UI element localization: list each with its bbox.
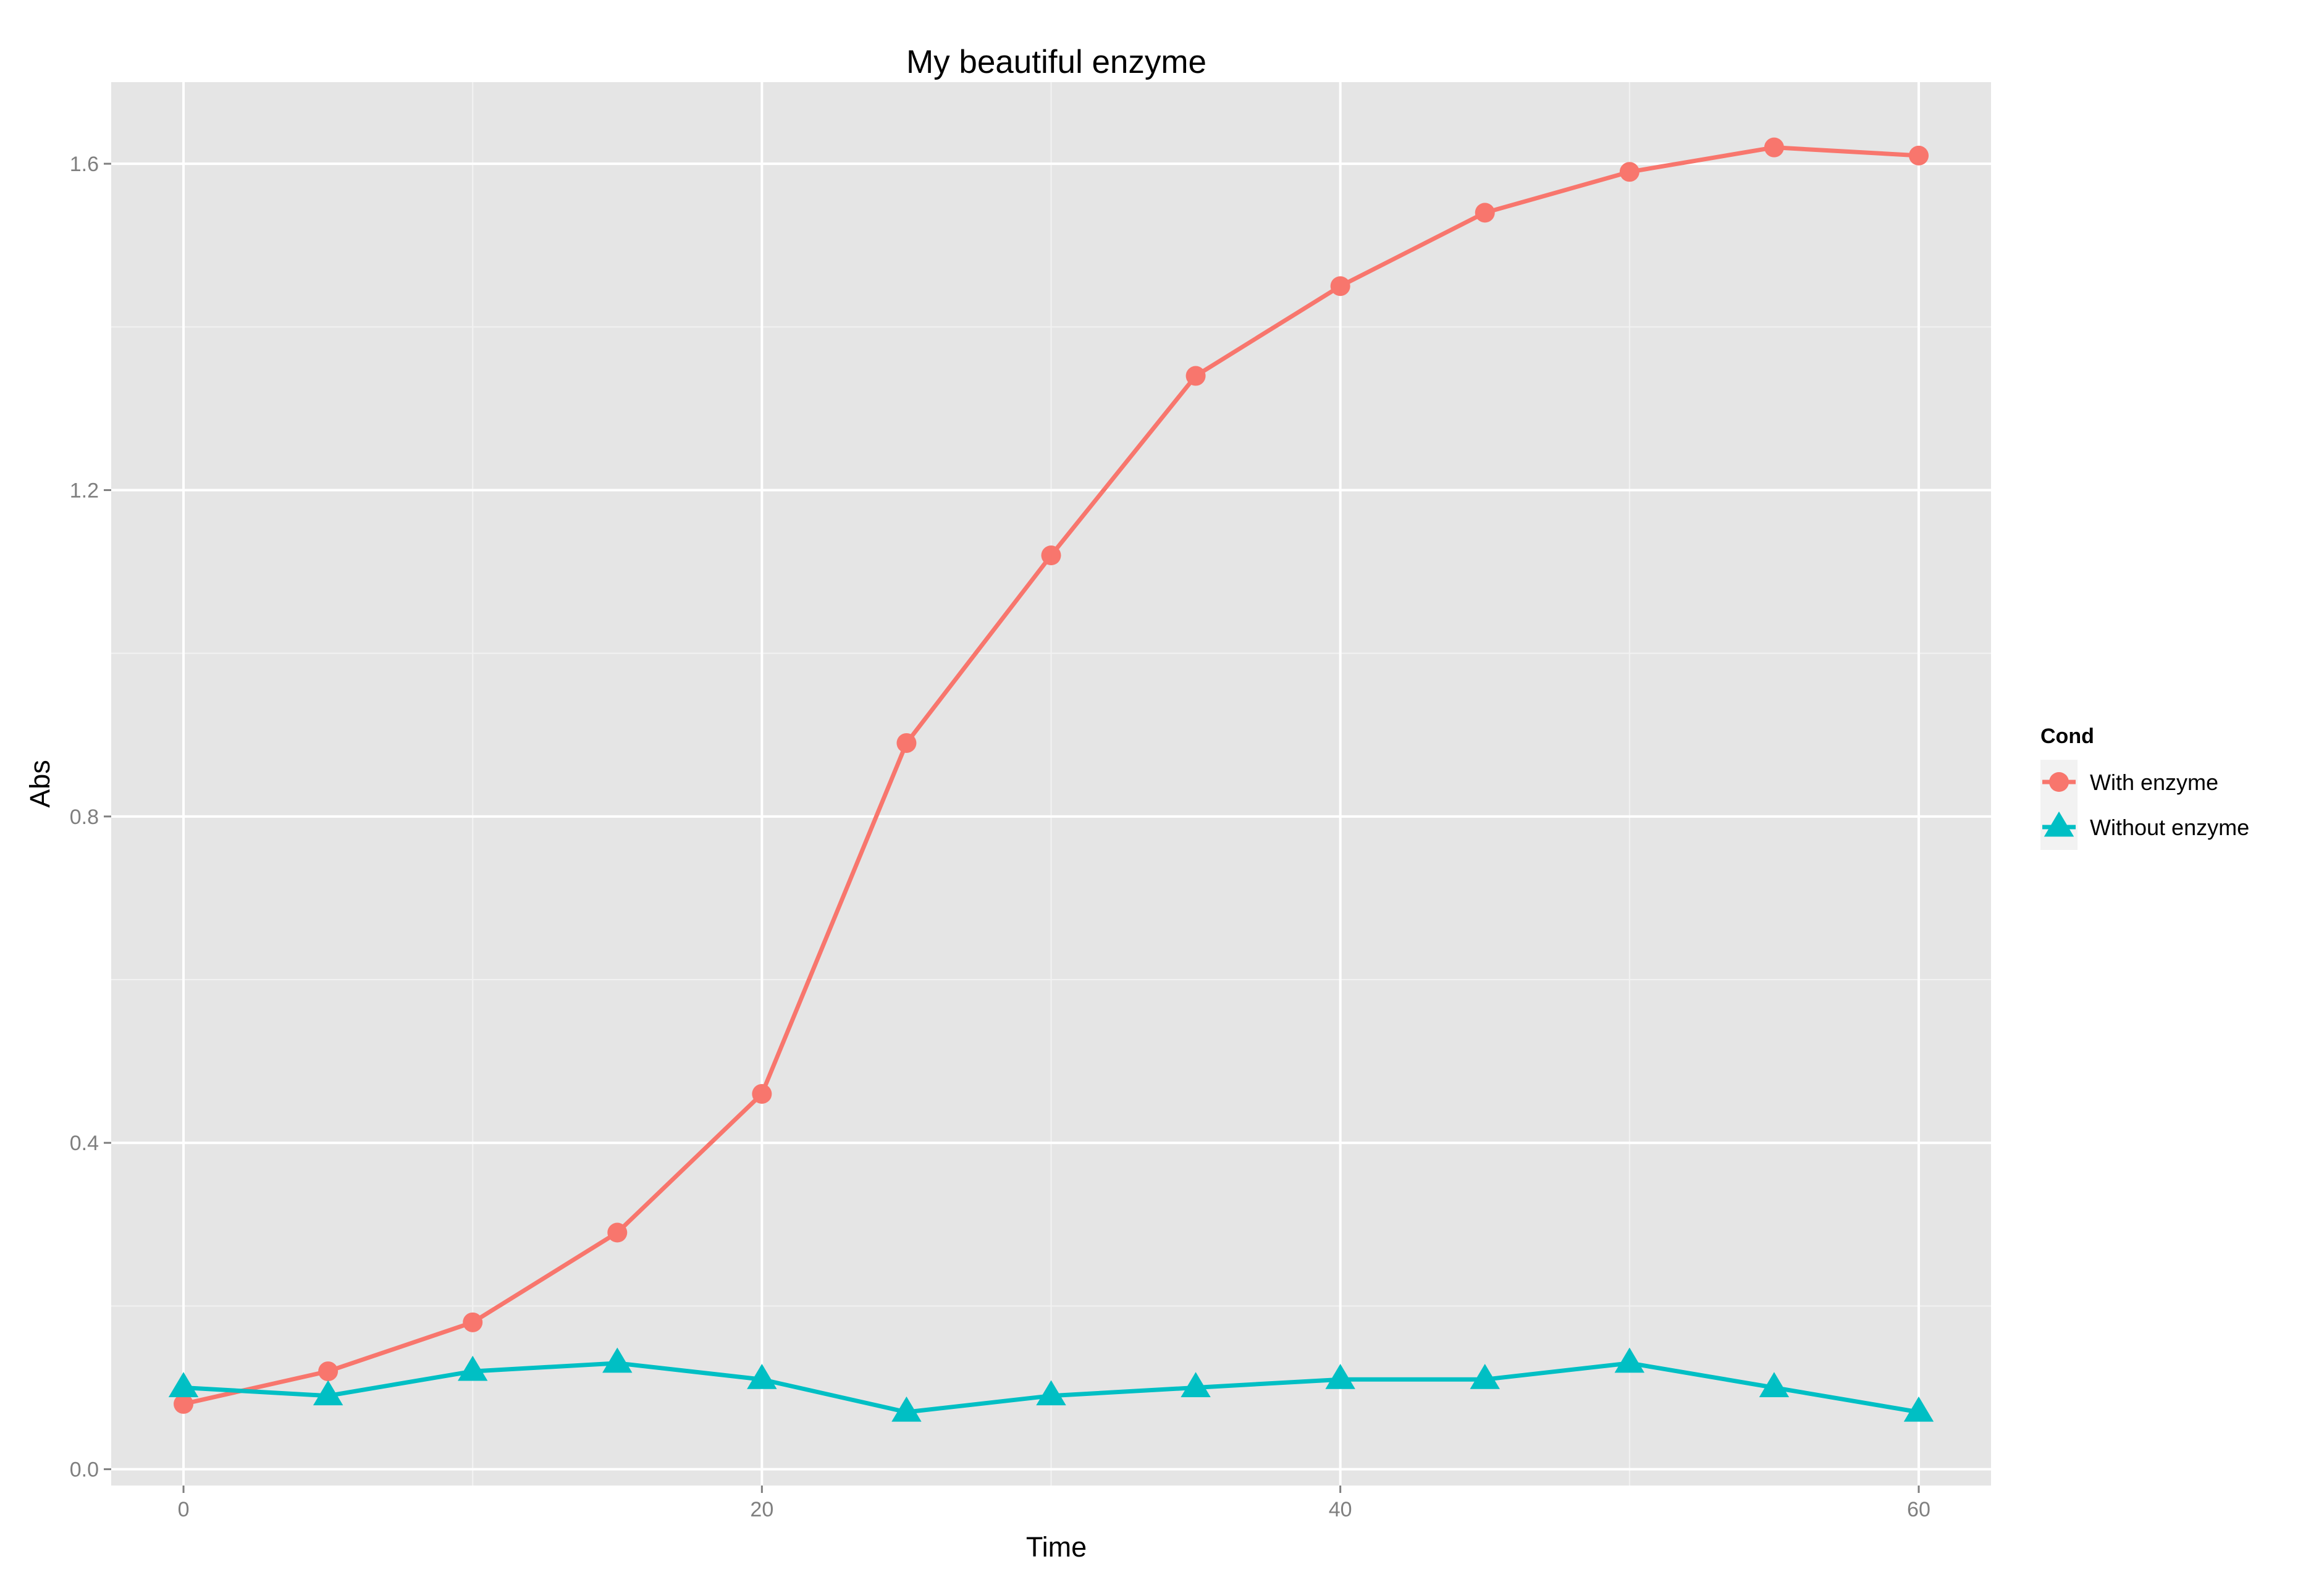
data-point [1619,162,1640,182]
data-point [1614,1347,1645,1373]
data-point [1181,1372,1211,1397]
minor-gridlines [111,82,1991,1486]
data-point [1903,1396,1934,1422]
legend-title: Cond [2040,725,2094,748]
major-gridlines [111,82,1991,1486]
data-point [457,1355,488,1381]
data-point [1764,137,1784,158]
series-2 [168,1347,1934,1422]
data-point [602,1347,633,1373]
x-tick-label: 20 [750,1498,773,1521]
legend-items: With enzyme Without enzyme [2040,760,2249,850]
data-point [168,1372,199,1397]
data-point [313,1380,343,1406]
legend-label: With enzyme [2090,770,2218,795]
legend-key-marker [2044,811,2074,837]
data-point [891,1396,922,1422]
chart-title: My beautiful enzyme [906,44,1206,80]
y-tick-label: 0.0 [70,1458,99,1482]
data-point [896,733,917,753]
y-tick-label: 0.8 [70,805,99,829]
y-axis-ticks: 0.0 0.4 0.8 1.2 1.6 [70,153,111,1482]
data-point [1470,1364,1500,1389]
data-point [1759,1372,1790,1397]
series-layer [168,137,1934,1422]
legend-label: Without enzyme [2090,815,2249,840]
data-point [1325,1364,1355,1389]
data-point [1036,1380,1066,1406]
legend-item: With enzyme [2040,760,2218,805]
data-point [1475,203,1495,223]
y-tick-label: 1.2 [70,479,99,502]
x-tick-label: 0 [178,1498,190,1521]
x-tick-label: 60 [1907,1498,1930,1521]
legend-item: Without enzyme [2040,805,2249,850]
y-tick-label: 0.4 [70,1132,99,1155]
data-point [752,1083,772,1104]
data-point [1185,366,1206,386]
data-point [1330,276,1350,296]
data-point [607,1222,628,1243]
data-point [463,1312,483,1332]
legend-key-marker [2049,772,2069,792]
data-point [1908,145,1929,166]
legend: Cond With enzyme Without enzyme [2040,725,2249,850]
data-point [318,1361,339,1382]
x-axis-ticks: 0 20 40 60 [178,1486,1930,1521]
series-1 [174,137,1929,1414]
data-point [1041,545,1061,566]
data-point [747,1364,777,1389]
data-point [174,1393,194,1414]
y-axis-label: Abs [24,760,56,808]
y-tick-label: 1.6 [70,153,99,176]
x-tick-label: 40 [1329,1498,1352,1521]
x-axis-label: Time [1026,1531,1087,1563]
